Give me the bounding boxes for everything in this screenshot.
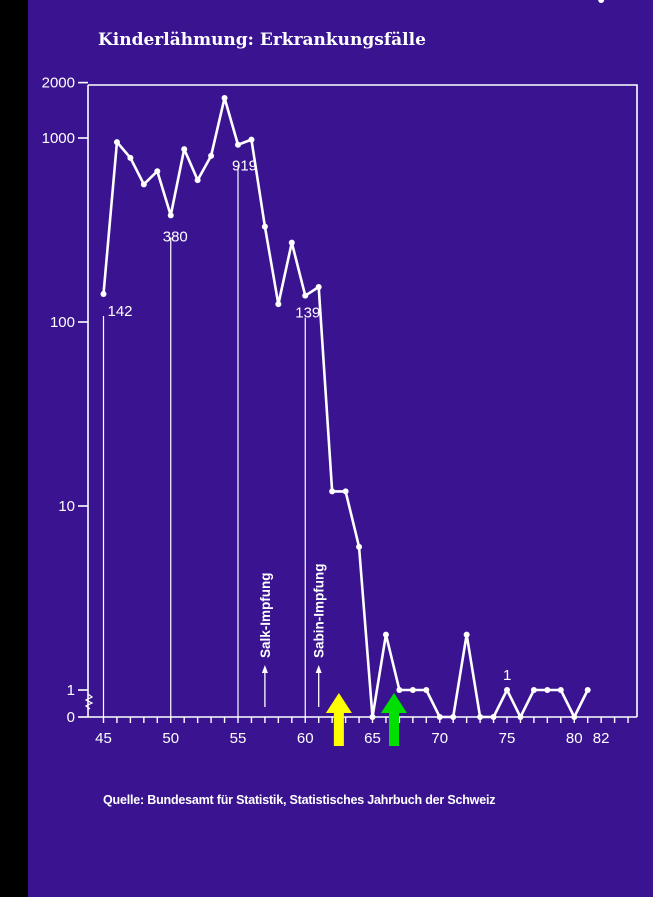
- y-tick-label: 10: [58, 498, 75, 515]
- data-point: [168, 212, 174, 218]
- x-tick-label: 45: [95, 730, 112, 747]
- data-point: [114, 139, 120, 145]
- vaccination-annotations: Salk-Impfung Sabin-Impfung: [258, 564, 327, 708]
- data-point: [464, 632, 470, 638]
- series-line: [104, 98, 588, 717]
- data-point: [127, 155, 133, 161]
- data-point: [356, 544, 362, 550]
- data-point: [383, 632, 389, 638]
- data-point: [181, 146, 187, 152]
- data-point: [598, 0, 604, 3]
- data-point: [585, 687, 591, 693]
- data-point: [154, 168, 160, 174]
- data-point: [531, 687, 537, 693]
- reference-lines: [104, 167, 306, 717]
- data-point: [504, 687, 510, 693]
- data-point: [316, 284, 322, 290]
- data-label: 139: [295, 305, 320, 322]
- x-tick-label: 50: [162, 730, 179, 747]
- x-tick-label: 60: [297, 730, 314, 747]
- data-point: [410, 687, 416, 693]
- data-point: [302, 293, 308, 299]
- x-tick-label: 65: [364, 730, 381, 747]
- data-point: [544, 687, 550, 693]
- data-label: 919: [232, 158, 257, 175]
- data-point: [248, 137, 254, 143]
- x-tick-label: 82: [593, 730, 610, 747]
- data-point: [195, 177, 201, 183]
- y-tick-label: 1: [67, 682, 75, 699]
- data-point: [275, 301, 281, 307]
- x-tick-label: 80: [566, 730, 583, 747]
- data-point: [141, 181, 147, 187]
- data-point: [423, 687, 429, 693]
- data-point: [558, 687, 564, 693]
- y-tick-label: 2000: [42, 75, 75, 92]
- data-label: 1: [503, 667, 511, 684]
- cases-series: [101, 0, 605, 720]
- annotation-label: Salk-Impfung: [258, 572, 273, 658]
- data-point: [262, 224, 268, 230]
- x-tick-label: 70: [431, 730, 448, 747]
- data-point: [396, 687, 402, 693]
- data-label: 380: [163, 228, 188, 245]
- data-point: [208, 153, 214, 159]
- data-point: [101, 291, 107, 297]
- data-labels: 142 380 919 139 1: [108, 158, 512, 684]
- highlight-arrow: [326, 693, 352, 746]
- highlight-arrow: [381, 693, 407, 746]
- y-tick-label: 0: [67, 709, 75, 726]
- source-note: Quelle: Bundesamt für Statistik, Statist…: [103, 793, 495, 807]
- data-label: 142: [108, 303, 133, 320]
- y-axis-break: [86, 694, 92, 709]
- x-tick-label: 55: [230, 730, 247, 747]
- data-point: [343, 488, 349, 494]
- x-tick-label: 75: [499, 730, 516, 747]
- y-tick-label: 1000: [42, 130, 75, 147]
- annotation-arrow-head: [262, 665, 268, 673]
- y-tick-label: 100: [50, 314, 75, 331]
- data-point: [222, 95, 228, 101]
- annotation-label: Sabin-Impfung: [312, 564, 327, 659]
- data-point: [289, 240, 295, 246]
- data-point: [329, 488, 335, 494]
- data-point: [235, 142, 241, 148]
- annotation-arrow-head: [316, 665, 322, 673]
